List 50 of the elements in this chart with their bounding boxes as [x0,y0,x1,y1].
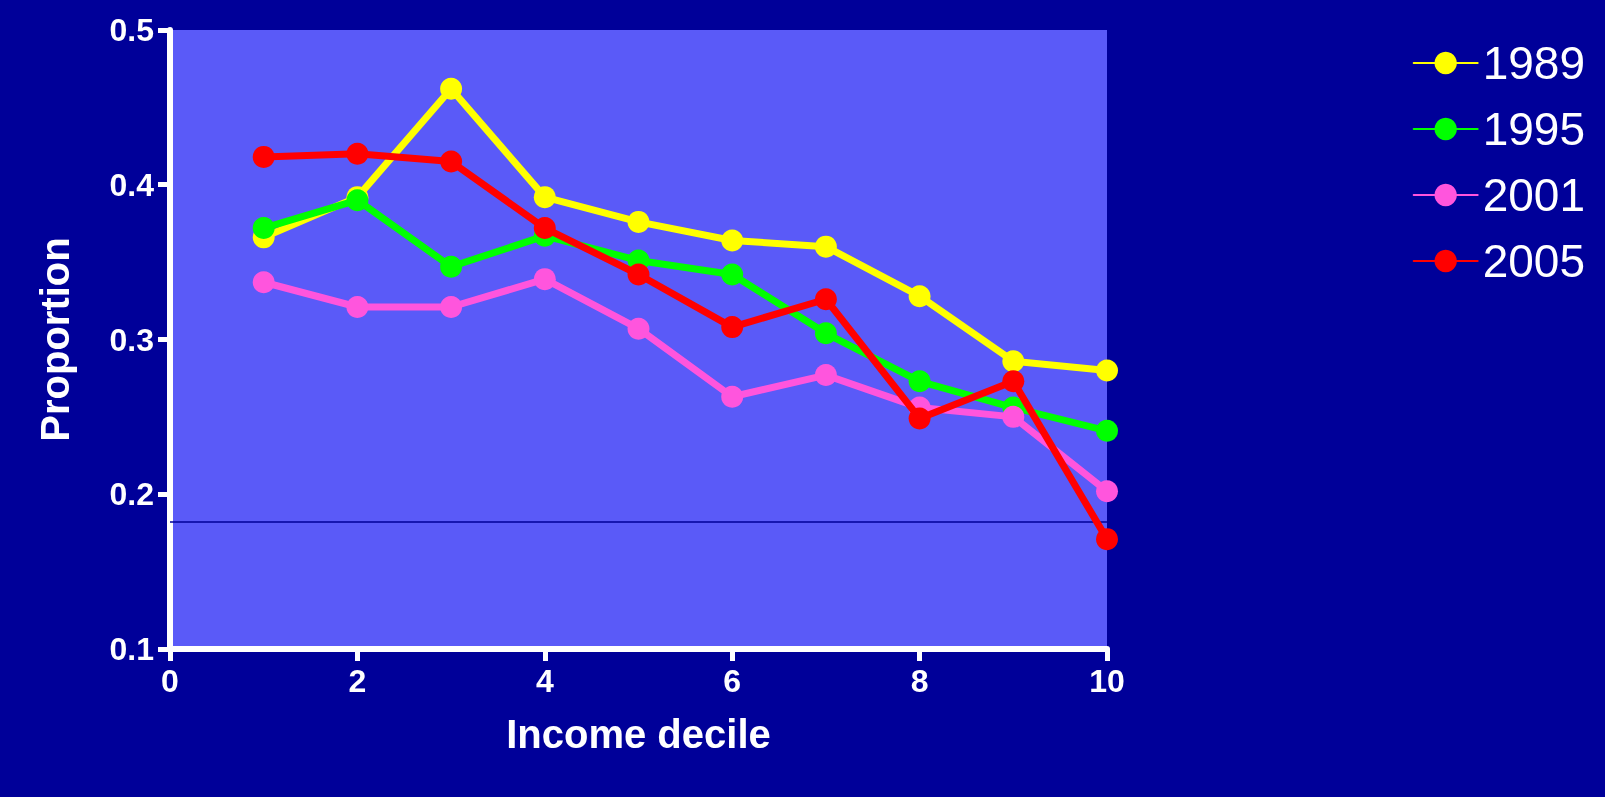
point [627,263,650,286]
point [346,296,369,318]
legend-label: 1995 [1482,103,1586,155]
point [252,217,275,240]
point [440,77,463,100]
point [908,407,931,430]
legend-label: 1989 [1482,37,1586,89]
point [908,285,931,308]
point [1002,370,1025,393]
point [721,229,744,252]
y-tick-label: 0.5 [109,12,154,48]
point [814,235,837,258]
point [1002,405,1025,428]
point [1096,528,1118,551]
x-tick-label: 2 [348,663,367,699]
point [440,296,463,318]
x-tick-label: 8 [910,663,929,699]
legend-label: 2001 [1482,169,1586,221]
point [440,150,463,173]
point [533,186,556,209]
x-tick-label: 10 [1089,663,1125,699]
point [1096,359,1118,382]
y-tick-label: 0.2 [109,476,154,513]
y-tick-label: 0.3 [109,321,154,358]
x-tick-label: 6 [723,663,742,699]
x-tick-label: 4 [535,663,554,699]
point [252,145,275,168]
point [533,217,556,240]
y-tick-label: 0.4 [109,166,155,203]
x-axis-title: Income decile [506,712,771,756]
point [814,322,837,345]
point [1096,419,1118,442]
point [533,268,556,291]
point [627,210,650,233]
point [252,271,275,294]
point [721,316,744,339]
point [346,142,369,165]
point [721,385,744,408]
y-tick-label: 0.1 [109,631,154,667]
point [1096,480,1118,503]
legend-label: 2005 [1482,235,1586,287]
point [1002,350,1025,373]
point [440,255,463,278]
point [908,370,931,393]
point [814,364,837,387]
x-tick-label: 0 [161,663,179,699]
point [721,263,744,286]
point [814,288,837,311]
point [627,317,650,340]
y-axis-title: Proportion [33,237,77,442]
